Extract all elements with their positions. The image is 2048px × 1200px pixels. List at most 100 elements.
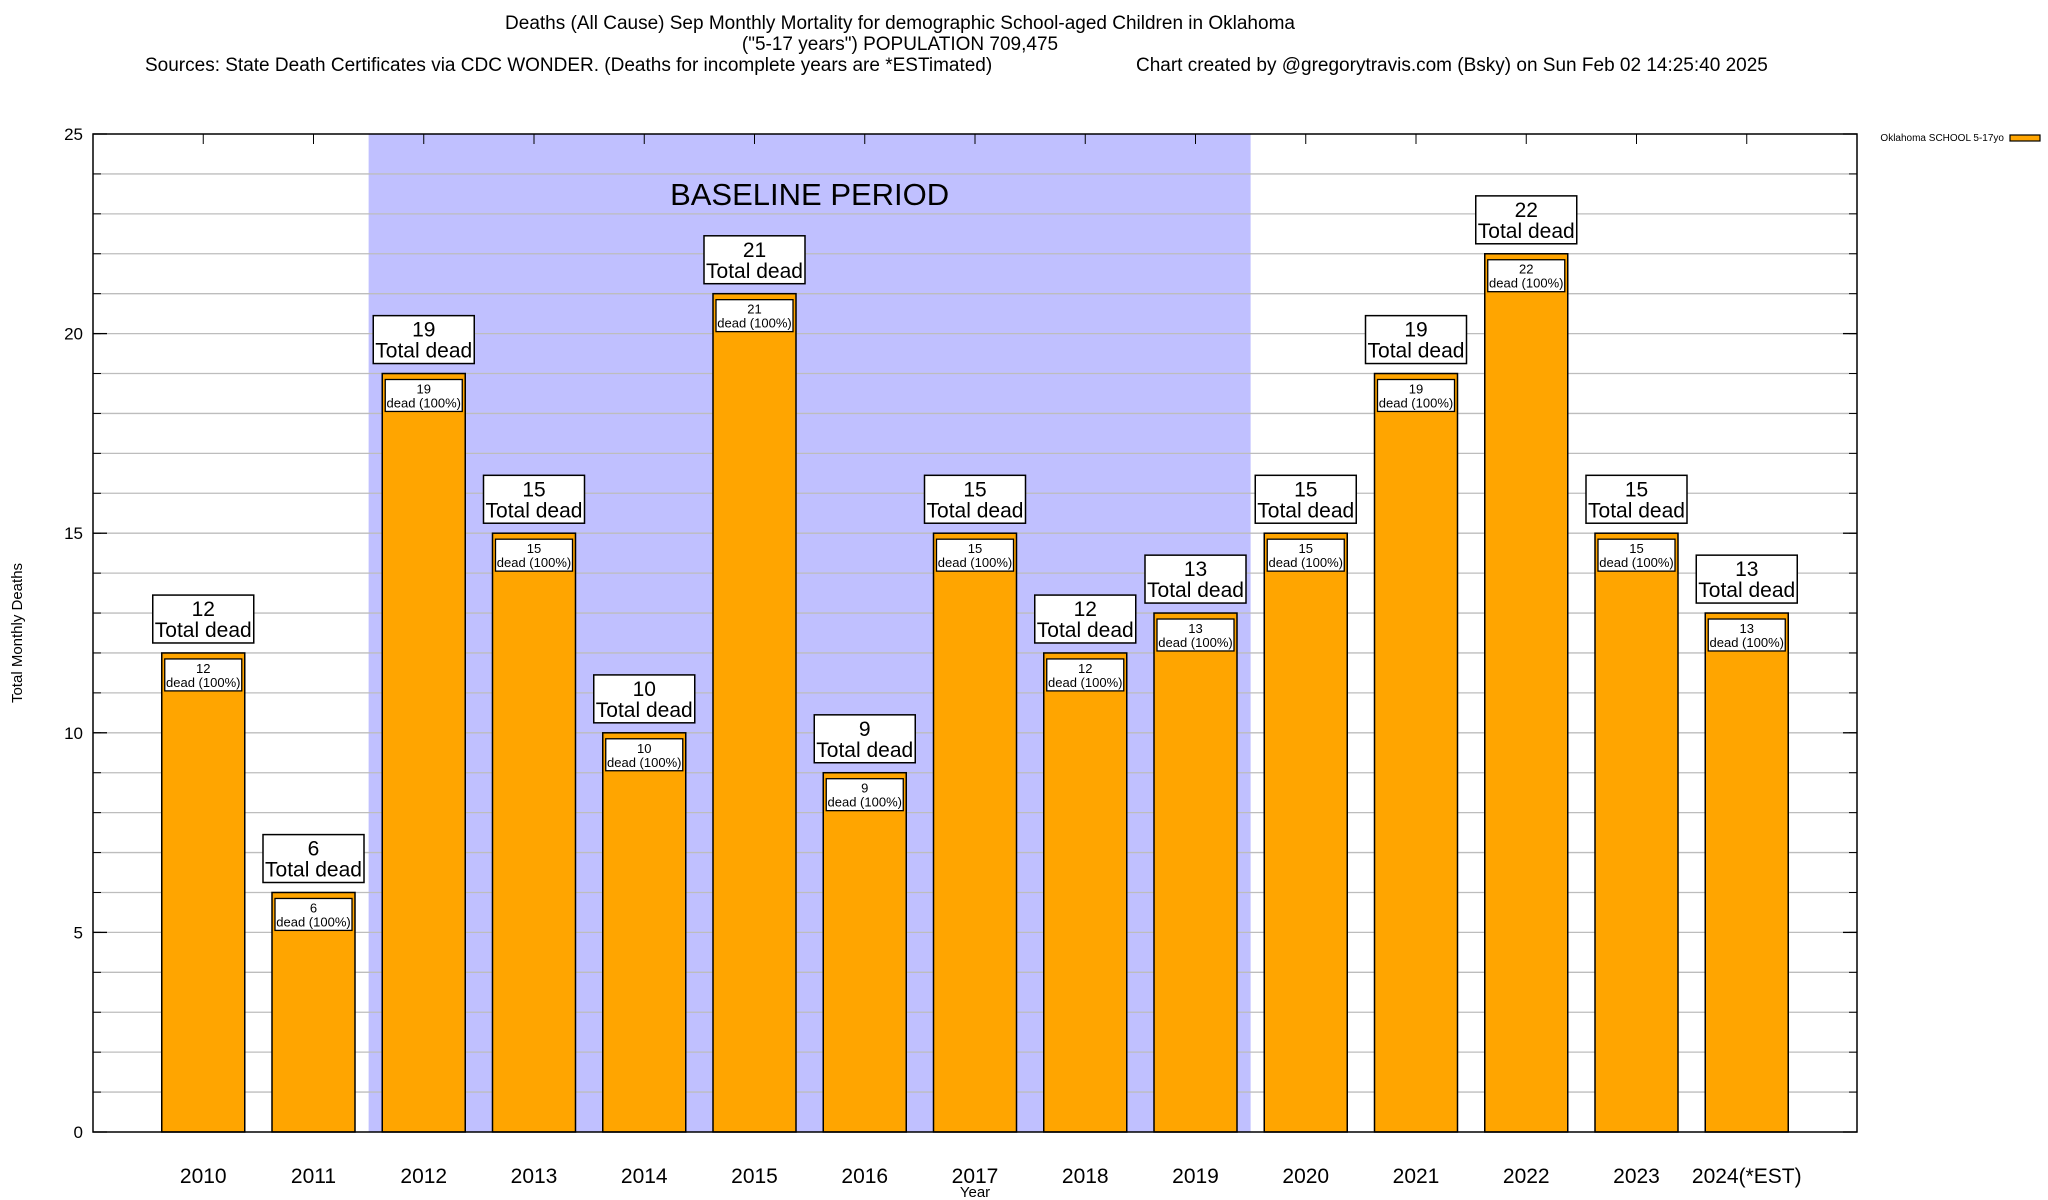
segment-label-text: dead (100%) [1599, 555, 1673, 570]
x-tick-label: 2022 [1503, 1165, 1550, 1188]
bar-2019 [1153, 612, 1238, 1133]
total-label-box [1695, 554, 1798, 604]
x-tick-label: 2014 [621, 1165, 668, 1188]
x-tick-label: 2024(*EST) [1692, 1165, 1802, 1188]
chart-sources: Sources: State Death Certificates via CD… [145, 55, 993, 76]
segment-label-text: dead (100%) [1379, 396, 1453, 411]
segment-label-box [1707, 618, 1786, 652]
segment-label-value: 10 [637, 741, 651, 756]
segment-label-value: 15 [1299, 541, 1313, 556]
x-tick-label: 2016 [841, 1165, 888, 1188]
total-label-value: 13 [1735, 558, 1758, 581]
total-label-box [813, 714, 916, 764]
total-label-value: 15 [1294, 478, 1317, 501]
segment-label-box [274, 897, 353, 932]
bar-2015 [712, 292, 797, 1133]
total-label-box [703, 235, 806, 285]
total-label-box [1144, 554, 1247, 604]
total-label-value: 15 [522, 478, 545, 501]
segment-label-text: dead (100%) [1048, 675, 1122, 690]
segment-label-value: 22 [1519, 262, 1533, 277]
x-tick-label: 2021 [1393, 1165, 1440, 1188]
segment-label-box [1487, 259, 1566, 293]
total-label-value: 12 [192, 598, 215, 621]
segment-label-text: dead (100%) [1489, 276, 1563, 291]
total-label-value: 6 [308, 838, 320, 861]
bar-2011 [271, 891, 356, 1133]
total-label-box [262, 833, 365, 884]
y-tick-label: 20 [64, 325, 83, 344]
segment-label-box [1376, 378, 1456, 413]
segment-label-value: 6 [310, 900, 317, 915]
segment-label-value: 19 [1409, 382, 1423, 397]
total-label-value: 21 [743, 239, 766, 262]
segment-label-box [1156, 618, 1235, 652]
x-tick-label: 2018 [1062, 1165, 1109, 1188]
x-tick-label: 2023 [1613, 1165, 1660, 1188]
total-label-box [1034, 594, 1137, 644]
segment-label-value: 9 [861, 781, 868, 796]
bar-2024(*EST) [1704, 612, 1789, 1133]
segment-label-value: 21 [747, 302, 761, 317]
segment-label-box [825, 778, 904, 812]
segment-label-text: dead (100%) [1158, 635, 1232, 650]
x-axis-label: Year [960, 1184, 990, 1200]
y-tick-label: 5 [74, 923, 83, 942]
total-label-text: Total dead [1257, 499, 1354, 522]
total-label-box [923, 474, 1027, 524]
total-label-text: Total dead [265, 859, 362, 882]
bar-2020 [1263, 532, 1348, 1133]
segment-label-box [605, 738, 684, 772]
total-label-value: 19 [412, 319, 435, 342]
segment-label-box [494, 538, 574, 572]
annotation-label: BASELINE PERIOD [670, 177, 949, 212]
total-label-value: 12 [1074, 598, 1097, 621]
segment-label-box [715, 299, 794, 333]
total-label-box [1475, 195, 1578, 245]
bar-2017 [932, 532, 1018, 1133]
chart-credit: Chart created by @gregorytravis.com (Bsk… [1136, 55, 1768, 76]
segment-label-box [164, 658, 243, 692]
total-label-text: Total dead [706, 260, 803, 283]
segment-label-text: dead (100%) [1269, 555, 1343, 570]
x-tick-label: 2011 [291, 1165, 336, 1188]
segment-label-text: dead (100%) [717, 316, 791, 331]
segment-label-text: dead (100%) [828, 795, 902, 810]
bar-2021 [1373, 372, 1459, 1133]
legend-label: Oklahoma SCHOOL 5-17yo [1880, 133, 2004, 144]
x-tick-label: 2010 [180, 1165, 227, 1188]
y-axis-label: Total Monthly Deaths [9, 563, 26, 703]
segment-label-value: 15 [968, 541, 982, 556]
x-tick-label: 2013 [511, 1165, 558, 1188]
y-tick-label: 0 [74, 1123, 83, 1142]
segment-label-value: 12 [196, 661, 210, 676]
total-label-box [482, 474, 586, 524]
segment-label-box [1597, 538, 1676, 572]
segment-label-text: dead (100%) [166, 675, 240, 690]
total-label-text: Total dead [1368, 340, 1465, 363]
segment-label-value: 19 [417, 382, 431, 397]
x-tick-label: 2017 [952, 1165, 999, 1188]
segment-label-value: 15 [527, 541, 541, 556]
segment-label-text: dead (100%) [1710, 635, 1784, 650]
total-label-text: Total dead [1588, 499, 1685, 522]
segment-label-text: dead (100%) [387, 396, 461, 411]
chart-subtitle: ("5-17 years") POPULATION 709,475 [741, 34, 1059, 55]
segment-label-text: dead (100%) [607, 755, 681, 770]
x-tick-label: 2015 [731, 1165, 778, 1188]
total-label-text: Total dead [816, 739, 913, 762]
x-tick-label: 2020 [1282, 1165, 1329, 1188]
total-label-value: 13 [1184, 558, 1207, 581]
bar-2018 [1043, 652, 1128, 1133]
total-label-value: 22 [1515, 199, 1538, 222]
segment-label-value: 15 [1629, 541, 1643, 556]
total-label-box [372, 314, 475, 365]
total-label-text: Total dead [596, 699, 693, 722]
total-label-value: 19 [1404, 319, 1427, 342]
segment-label-box [935, 538, 1015, 572]
chart-title: Deaths (All Cause) Sep Monthly Mortality… [505, 13, 1295, 34]
total-label-value: 15 [963, 478, 986, 501]
total-label-text: Total dead [375, 340, 472, 363]
segment-label-value: 13 [1188, 621, 1202, 636]
y-tick-label: 25 [64, 125, 83, 144]
